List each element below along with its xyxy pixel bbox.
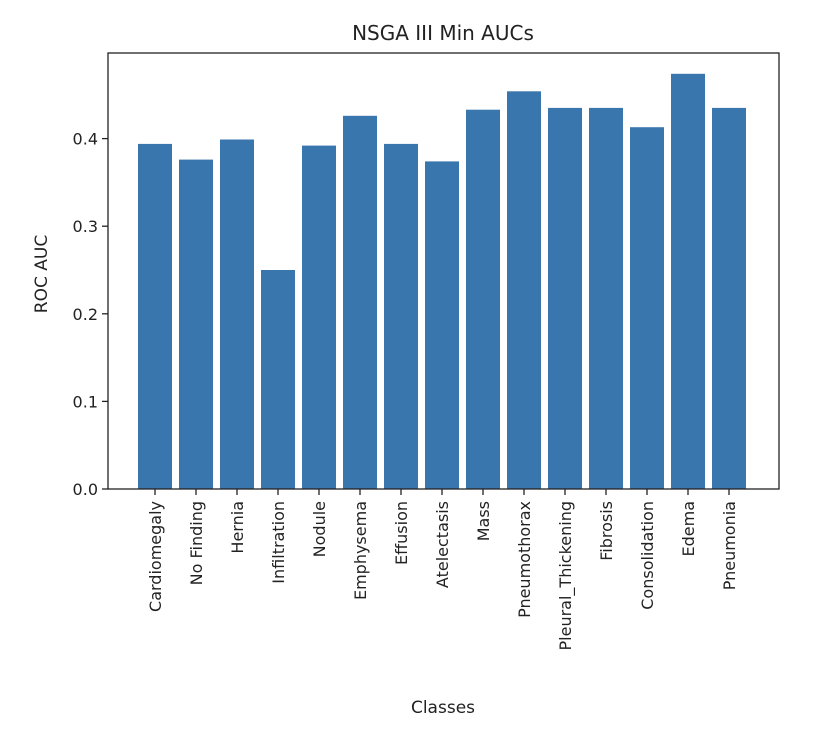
- x-tick-label: Effusion: [392, 501, 411, 565]
- x-tick-label: Atelectasis: [433, 501, 452, 588]
- x-tick-label: Mass: [474, 501, 493, 541]
- bar-no-finding: [179, 159, 213, 489]
- y-tick-label: 0.4: [73, 130, 98, 149]
- y-tick-label: 0.3: [73, 217, 98, 236]
- x-tick-label: Infiltration: [269, 501, 288, 584]
- bar-atelectasis: [425, 161, 459, 489]
- x-tick-label: Pneumonia: [720, 501, 739, 590]
- bars-layer: [138, 73, 746, 490]
- y-axis-title: ROC AUC: [32, 235, 52, 313]
- y-tick-label: 0.1: [73, 392, 98, 411]
- plot-frame: [107, 52, 780, 490]
- bar-pneumothorax: [507, 91, 541, 490]
- y-tick-label: 0.2: [73, 305, 98, 324]
- chart-title: NSGA III Min AUCs: [352, 21, 534, 45]
- bar-fibrosis: [589, 107, 623, 490]
- x-tick-label: Pleural_Thickening: [556, 501, 576, 650]
- bar-nodule: [302, 145, 336, 489]
- x-tick-label: Fibrosis: [597, 501, 616, 561]
- bar-hernia: [220, 139, 254, 489]
- bar-effusion: [384, 143, 418, 489]
- x-tick-label: Hernia: [228, 501, 247, 554]
- bar-pleural-thickening: [548, 107, 582, 490]
- x-tick-label: Emphysema: [351, 501, 370, 600]
- bar-edema: [671, 73, 705, 490]
- axes-layer: 0.0 0.1 0.2 0.3 0.4 Cardiomegaly No Finding Her…: [73, 52, 780, 650]
- bar-cardiomegaly: [138, 143, 172, 489]
- bar-emphysema: [343, 115, 377, 490]
- y-tick-label: 0.0: [73, 480, 98, 499]
- x-tick-label: No Finding: [187, 501, 206, 585]
- x-tick-label: Pneumothorax: [515, 501, 534, 618]
- bar-pneumonia: [712, 107, 746, 490]
- x-tick-label: Nodule: [310, 501, 329, 557]
- x-tick-label: Cardiomegaly: [146, 501, 165, 612]
- x-tick-label: Edema: [679, 501, 698, 557]
- bar-mass: [466, 109, 500, 489]
- x-tick-label: Consolidation: [638, 501, 657, 610]
- bar-consolidation: [630, 127, 664, 489]
- bar-infiltration: [261, 270, 295, 489]
- x-axis-title: Classes: [411, 698, 475, 718]
